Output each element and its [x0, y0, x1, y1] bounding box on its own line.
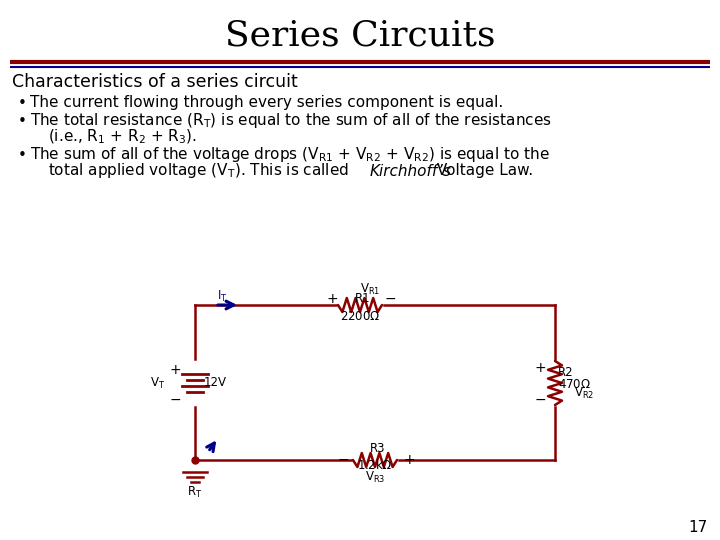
Text: 1.2k$\Omega$: 1.2k$\Omega$	[357, 458, 392, 472]
Text: 12V: 12V	[204, 376, 227, 389]
Text: V$_\mathsf{T}$: V$_\mathsf{T}$	[150, 375, 165, 390]
Text: 470$\Omega$: 470$\Omega$	[558, 379, 591, 392]
Text: −: −	[337, 453, 348, 467]
Text: •: •	[18, 147, 27, 163]
Text: +: +	[326, 292, 338, 306]
Text: The sum of all of the voltage drops (V$_{\mathsf{R1}}$ + V$_{\mathsf{R2}}$ + V$_: The sum of all of the voltage drops (V$_…	[30, 145, 550, 165]
Text: total applied voltage (V$_\mathsf{T}$). This is called: total applied voltage (V$_\mathsf{T}$). …	[48, 161, 350, 180]
Text: 17: 17	[689, 521, 708, 536]
Text: Kirchhoff’s: Kirchhoff’s	[370, 164, 452, 179]
Text: V$_{\mathsf{R2}}$: V$_{\mathsf{R2}}$	[574, 386, 594, 401]
Text: The current flowing through every series component is equal.: The current flowing through every series…	[30, 96, 503, 111]
Text: Voltage Law.: Voltage Law.	[432, 164, 533, 179]
Text: 2200$\Omega$: 2200$\Omega$	[340, 309, 380, 322]
Text: I$_\mathsf{T}$: I$_\mathsf{T}$	[217, 288, 228, 303]
Text: −: −	[534, 393, 546, 407]
Text: +: +	[169, 363, 181, 377]
Text: +: +	[534, 361, 546, 375]
Text: Series Circuits: Series Circuits	[225, 19, 495, 53]
Text: The total resistance (R$_\mathsf{T}$) is equal to the sum of all of the resistan: The total resistance (R$_\mathsf{T}$) is…	[30, 111, 552, 131]
Text: +: +	[403, 453, 415, 467]
Text: V$_{\mathsf{R3}}$: V$_{\mathsf{R3}}$	[365, 469, 385, 484]
Text: •: •	[18, 113, 27, 129]
Text: R2: R2	[558, 366, 574, 379]
Text: R1: R1	[355, 292, 371, 305]
Text: −: −	[169, 393, 181, 407]
Text: −: −	[384, 292, 396, 306]
Text: •: •	[18, 96, 27, 111]
Text: (i.e., R$_\mathsf{1}$ + R$_\mathsf{2}$ + R$_\mathsf{3}$).: (i.e., R$_\mathsf{1}$ + R$_\mathsf{2}$ +…	[48, 128, 197, 146]
Text: V$_{\mathsf{R1}}$: V$_{\mathsf{R1}}$	[360, 281, 380, 296]
Text: R3: R3	[370, 442, 385, 456]
Text: Characteristics of a series circuit: Characteristics of a series circuit	[12, 73, 298, 91]
Text: R$_\mathsf{T}$: R$_\mathsf{T}$	[187, 484, 202, 500]
